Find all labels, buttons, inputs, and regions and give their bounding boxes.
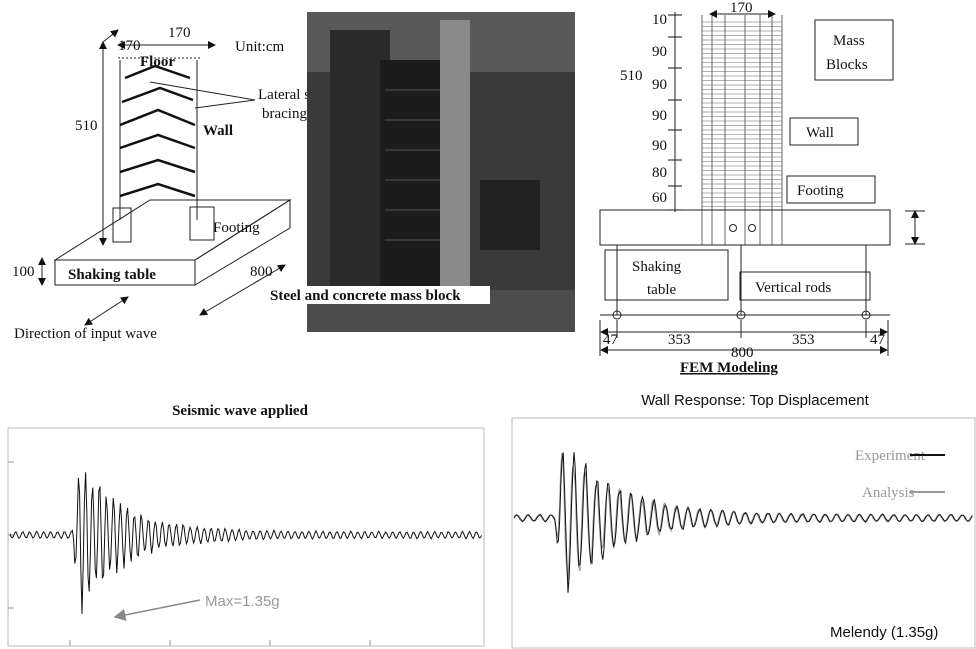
height-label: 10: [652, 12, 667, 28]
total-length-label: 800: [731, 345, 754, 361]
height-label: 60: [652, 190, 667, 206]
wall-label: Wall: [806, 125, 834, 141]
span-label: 353: [792, 332, 815, 348]
legend-entry: Analysis: [862, 485, 915, 501]
table-height-label: 100: [12, 264, 35, 280]
input-wave-panel: Seismic wave applied Max=1.35g: [8, 403, 484, 646]
direction-label: Direction of input wave: [14, 326, 157, 342]
wall-label: Wall: [203, 123, 233, 139]
span-label: 47: [870, 332, 886, 348]
fem-title: FEM Modeling: [680, 360, 778, 376]
height-label: 90: [652, 77, 667, 93]
mass-label: Mass: [833, 33, 865, 49]
note: Melendy (1.35g): [830, 624, 938, 641]
height-label: 510: [75, 118, 98, 134]
experiment-line: [514, 452, 972, 593]
span-label: 47: [603, 332, 619, 348]
height-label: 90: [652, 44, 667, 60]
photo-caption: Steel and concrete mass block: [270, 288, 461, 304]
length-label: 800: [250, 264, 273, 280]
panel-title: Wall Response: Top Displacement: [641, 392, 869, 409]
span-label: 353: [668, 332, 691, 348]
figure: 170 170 Floor Unit:cm Lateral steel brac…: [0, 0, 976, 649]
width-label: 170: [730, 0, 753, 16]
photo: Steel and concrete mass block: [268, 12, 575, 332]
fem-model: 10 90 90 90 90 80 60 170 510 Mass Blocks…: [600, 0, 925, 376]
mass-label: Blocks: [826, 57, 868, 73]
rods-label: Vertical rods: [755, 280, 831, 296]
height-label: 80: [652, 165, 667, 181]
width-label: 170: [168, 25, 191, 41]
max-annotation: Max=1.35g: [205, 593, 280, 610]
response-panel: Wall Response: Top Displacement Experime…: [512, 392, 975, 648]
table-label: table: [647, 282, 676, 298]
floor-label: Floor: [140, 54, 175, 70]
total-height-label: 510: [620, 68, 643, 84]
bracing-label: bracing: [262, 106, 307, 122]
panel-title: Seismic wave applied: [172, 403, 308, 419]
height-label: 90: [652, 108, 667, 124]
unit-label: Unit:cm: [235, 39, 284, 55]
height-label: 90: [652, 138, 667, 154]
depth-label: 170: [118, 38, 141, 54]
footing-label: Footing: [797, 183, 844, 199]
table-label: Shaking: [632, 259, 682, 275]
table-label: Shaking table: [68, 267, 156, 283]
footing-label: Footing: [213, 220, 260, 236]
